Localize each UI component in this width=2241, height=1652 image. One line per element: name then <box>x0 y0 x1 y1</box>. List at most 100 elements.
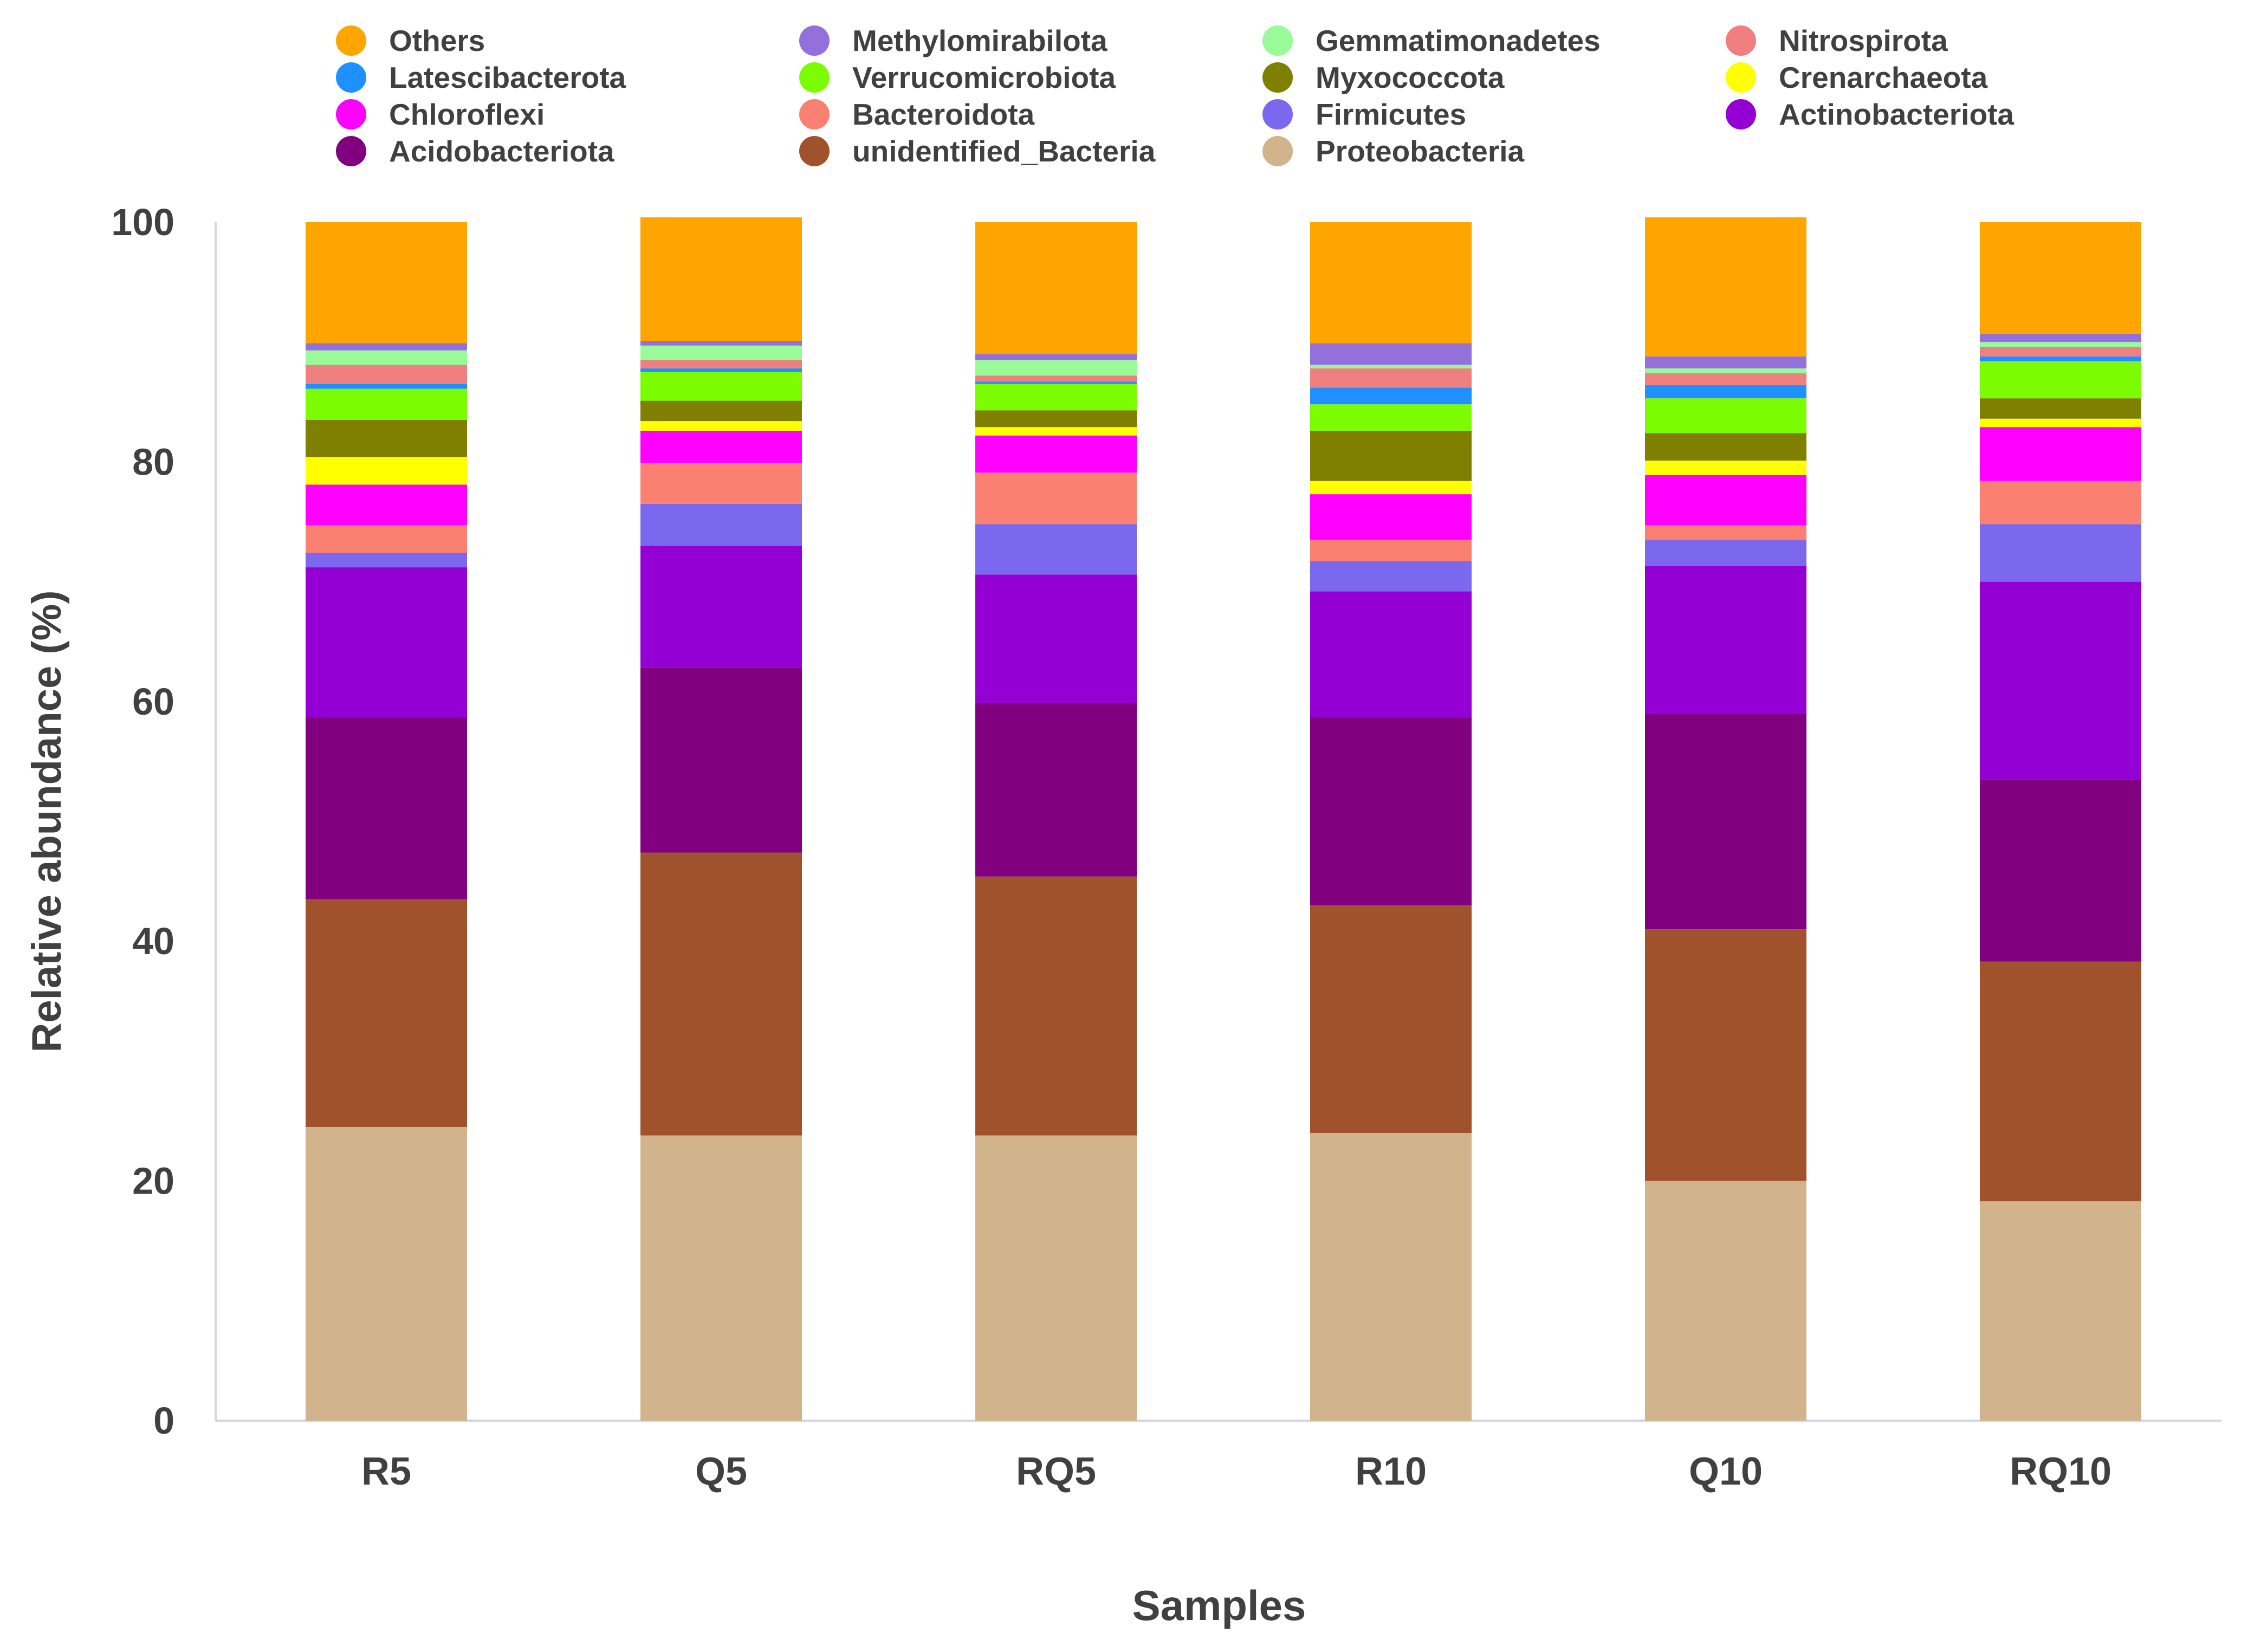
bar-rq10-nitrospirota <box>1980 347 2141 357</box>
legend-label-verrucomicrobiota: Verrucomicrobiota <box>852 61 1116 94</box>
bar-rq5-crenarchaeota <box>975 427 1137 436</box>
legend-swatch-acidobacteriota <box>336 136 366 166</box>
y-axis-title: Relative abundance (%) <box>24 590 70 1052</box>
legend-swatch-gemmatimonadetes <box>1262 25 1293 56</box>
bar-r10-unidentified-bacteria <box>1310 905 1472 1133</box>
bar-q10-gemmatimonadetes <box>1645 368 1806 373</box>
bar-rq10-verrucomicrobiota <box>1980 361 2141 399</box>
legend-item-crenarchaeota: Crenarchaeota <box>1726 61 2189 94</box>
bar-r10-methylomirabilota <box>1310 343 1472 365</box>
bar-q5-unidentified-bacteria <box>640 852 802 1136</box>
bar-q10-firmicutes <box>1645 540 1806 566</box>
bar-q5-methylomirabilota <box>640 340 802 346</box>
bar-q10-others <box>1645 217 1806 357</box>
legend-label-firmicutes: Firmicutes <box>1316 98 1467 131</box>
legend-swatch-verrucomicrobiota <box>799 62 830 93</box>
bar-q10-proteobacteria <box>1645 1181 1806 1421</box>
legend-item-unidentified-bacteria: unidentified_Bacteria <box>799 134 1262 168</box>
bar-q5-firmicutes <box>640 503 802 546</box>
legend-swatch-chloroflexi <box>336 99 366 129</box>
bar-r5-chloroflexi <box>306 484 467 526</box>
bar-r10-actinobacteriota <box>1310 591 1472 717</box>
bar-r5-actinobacteriota <box>306 567 467 717</box>
bar-q5-others <box>640 217 802 341</box>
legend-item-gemmatimonadetes: Gemmatimonadetes <box>1262 24 1726 57</box>
y-tick-label-60: 60 <box>132 681 174 723</box>
bar-r5-nitrospirota <box>306 365 467 384</box>
legend-label-unidentified-bacteria: unidentified_Bacteria <box>852 134 1156 168</box>
bar-r5-crenarchaeota <box>306 457 467 485</box>
bar-rq5-gemmatimonadetes <box>975 360 1137 376</box>
y-tick-label-100: 100 <box>111 201 174 243</box>
x-axis-title: Samples <box>1132 1582 1306 1629</box>
bar-rq5-nitrospirota <box>975 375 1137 382</box>
legend-swatch-actinobacteriota <box>1726 99 1756 129</box>
bar-q10-chloroflexi <box>1645 475 1806 526</box>
bar-rq5-chloroflexi <box>975 435 1137 473</box>
bar-r5-gemmatimonadetes <box>306 350 467 365</box>
bar-r10-nitrospirota <box>1310 368 1472 388</box>
bar-q5-nitrospirota <box>640 360 802 368</box>
legend-swatch-firmicutes <box>1262 99 1293 129</box>
x-tick-label-q10: Q10 <box>1689 1450 1763 1493</box>
legend-swatch-unidentified-bacteria <box>799 136 830 166</box>
bar-q5-acidobacteriota <box>640 668 802 853</box>
bar-q10-latescibacterota <box>1645 385 1806 399</box>
bar-r10-gemmatimonadetes <box>1310 365 1472 368</box>
bar-r10-verrucomicrobiota <box>1310 404 1472 431</box>
bar-rq10-unidentified-bacteria <box>1980 961 2141 1202</box>
legend-swatch-methylomirabilota <box>799 25 830 56</box>
x-tick-label-rq5: RQ5 <box>1016 1450 1096 1493</box>
legend-item-actinobacteriota: Actinobacteriota <box>1726 98 2189 131</box>
bar-rq5-verrucomicrobiota <box>975 384 1137 411</box>
legend-label-bacteroidota: Bacteroidota <box>852 98 1035 131</box>
bar-r5-latescibacterota <box>306 384 467 389</box>
bar-r10-others <box>1310 222 1472 344</box>
x-tick-label-r10: R10 <box>1355 1450 1427 1493</box>
bar-rq10-actinobacteriota <box>1980 581 2141 780</box>
bar-r10-bacteroidota <box>1310 540 1472 561</box>
bar-r5-methylomirabilota <box>306 343 467 351</box>
bar-q5-verrucomicrobiota <box>640 372 802 401</box>
bar-q5-myxococcota <box>640 400 802 422</box>
bar-rq5-methylomirabilota <box>975 354 1137 360</box>
bar-r10-proteobacteria <box>1310 1133 1472 1421</box>
bar-q5-chloroflexi <box>640 430 802 463</box>
legend-label-methylomirabilota: Methylomirabilota <box>852 24 1107 57</box>
bar-r10-acidobacteriota <box>1310 717 1472 905</box>
legend-item-myxococcota: Myxococcota <box>1262 61 1726 94</box>
bar-q10-acidobacteriota <box>1645 713 1806 930</box>
y-tick-label-40: 40 <box>132 920 174 962</box>
y-tick-label-0: 0 <box>153 1400 174 1442</box>
bar-rq5-proteobacteria <box>975 1135 1137 1421</box>
x-tick-label-q5: Q5 <box>695 1450 747 1493</box>
legend-item-nitrospirota: Nitrospirota <box>1726 24 2189 57</box>
bar-q5-actinobacteriota <box>640 546 802 668</box>
bar-r5-proteobacteria <box>306 1127 467 1421</box>
bar-r5-firmicutes <box>306 553 467 568</box>
bar-r5-unidentified-bacteria <box>306 899 467 1128</box>
bar-q10-nitrospirota <box>1645 373 1806 385</box>
legend-swatch-nitrospirota <box>1726 25 1756 56</box>
bar-rq5-others <box>975 222 1137 354</box>
bar-rq10-bacteroidota <box>1980 481 2141 524</box>
legend-item-chloroflexi: Chloroflexi <box>336 98 799 131</box>
legend-label-myxococcota: Myxococcota <box>1316 61 1505 94</box>
legend-item-proteobacteria: Proteobacteria <box>1262 134 1726 168</box>
bar-r10-chloroflexi <box>1310 494 1472 540</box>
x-tick-label-r5: R5 <box>361 1450 411 1493</box>
legend-label-proteobacteria: Proteobacteria <box>1316 134 1525 168</box>
y-tick-label-80: 80 <box>132 440 174 483</box>
legend-label-latescibacterota: Latescibacterota <box>389 61 626 94</box>
bar-q10-verrucomicrobiota <box>1645 398 1806 433</box>
bar-rq10-firmicutes <box>1980 524 2141 582</box>
bar-rq10-others <box>1980 222 2141 334</box>
legend-item-latescibacterota: Latescibacterota <box>336 61 799 94</box>
legend-item-bacteroidota: Bacteroidota <box>799 98 1262 131</box>
bar-rq10-acidobacteriota <box>1980 779 2141 962</box>
bar-r10-latescibacterota <box>1310 387 1472 405</box>
legend-label-nitrospirota: Nitrospirota <box>1779 24 1948 57</box>
legend-label-chloroflexi: Chloroflexi <box>389 98 545 131</box>
